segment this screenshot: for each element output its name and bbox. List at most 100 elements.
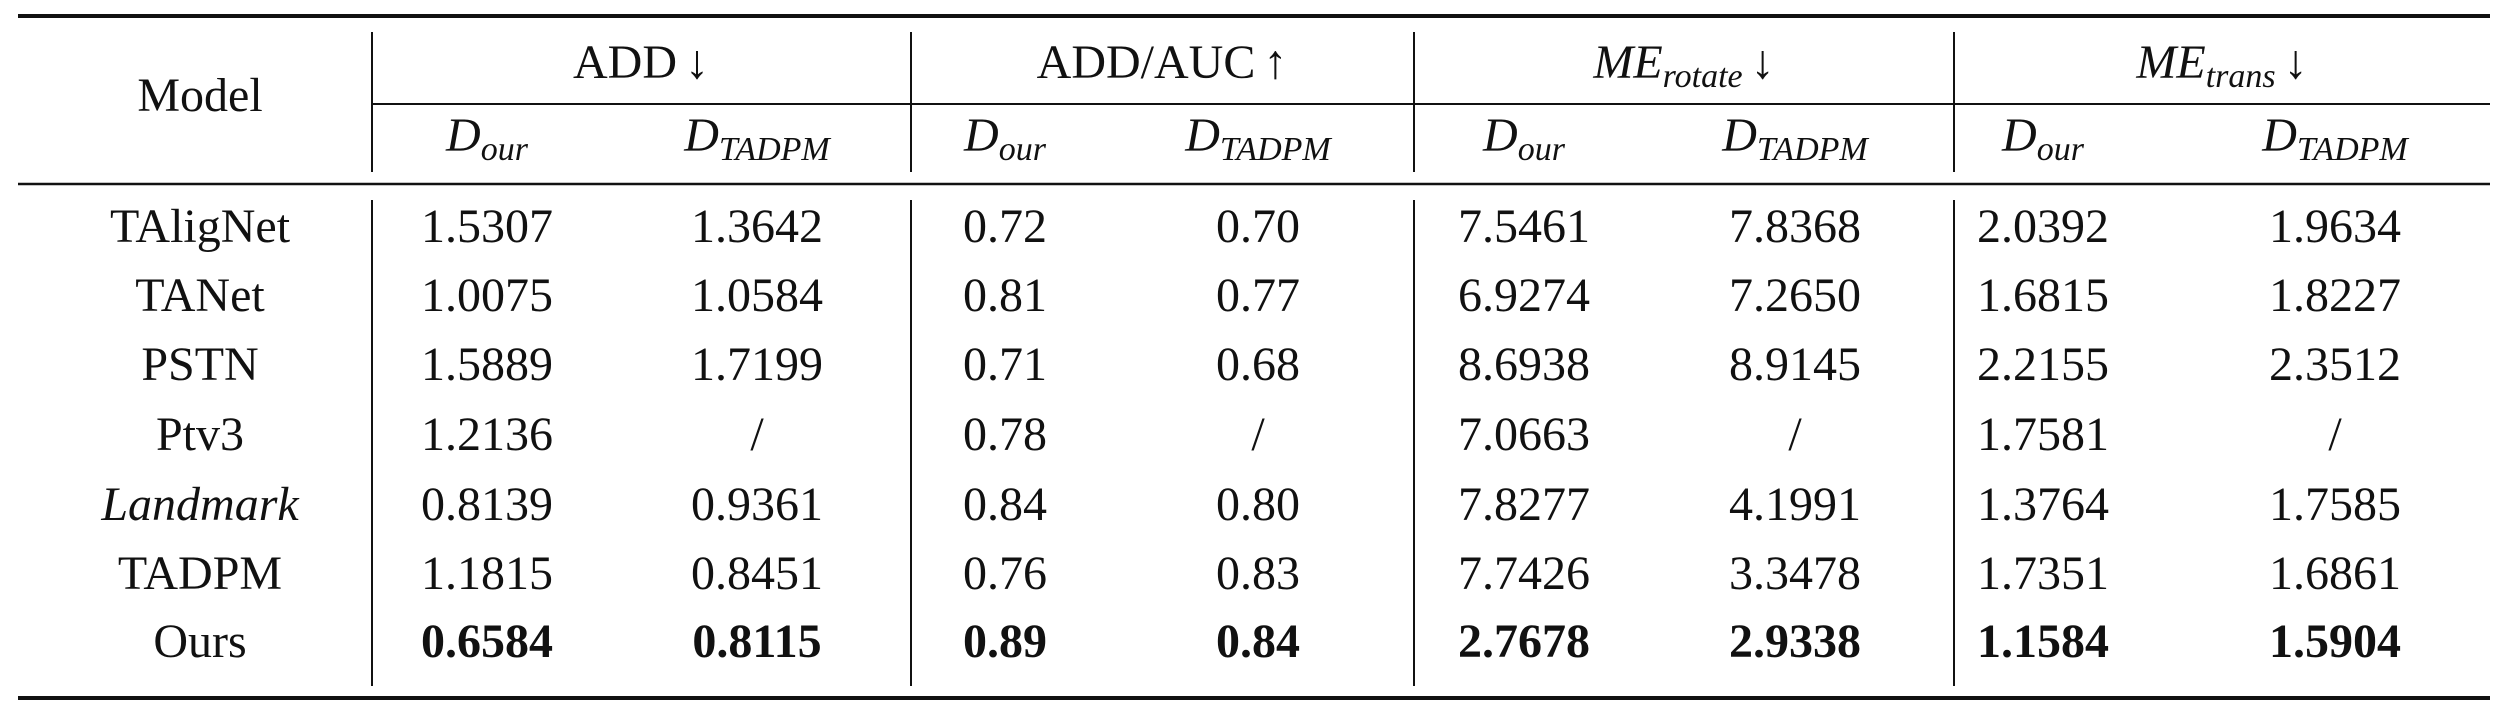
cell: 1.5307 <box>421 200 553 253</box>
row-model: Ours <box>153 615 246 668</box>
column-header-main: D <box>2001 109 2037 162</box>
column-header-main: D <box>2261 109 2297 162</box>
cell: 1.8227 <box>2269 269 2401 322</box>
row-model: Landmark <box>100 478 300 531</box>
cell: 1.7351 <box>1977 547 2109 600</box>
cell: 1.0584 <box>691 269 823 322</box>
group-header-main: ME <box>2135 36 2205 89</box>
cell: 0.77 <box>1216 269 1300 322</box>
cell: 0.84 <box>1216 615 1300 668</box>
column-header-main: D <box>1482 109 1518 162</box>
column-header-sub: TADPM <box>719 131 831 168</box>
cell: 1.9634 <box>2269 200 2401 253</box>
cell: / <box>750 408 764 461</box>
cell: 0.76 <box>963 547 1047 600</box>
cell: 0.68 <box>1216 338 1300 391</box>
cell: 0.70 <box>1216 200 1300 253</box>
column-header-main: D <box>683 109 719 162</box>
group-header-sub: trans <box>2206 58 2276 95</box>
cell: / <box>2328 408 2342 461</box>
group-header-sub: rotate <box>1663 58 1743 95</box>
cell: 2.0392 <box>1977 200 2109 253</box>
cell: 1.7585 <box>2269 478 2401 531</box>
cell: 7.8368 <box>1729 200 1861 253</box>
column-header-main: D <box>445 109 481 162</box>
group-header-arrow: ↓ <box>685 36 709 89</box>
row-model: TADPM <box>118 547 282 600</box>
cell: 8.6938 <box>1458 338 1590 391</box>
column-header: DTADPM <box>1721 109 1869 168</box>
cell: 0.72 <box>963 200 1047 253</box>
group-header: ADD/AUC ↑ <box>1037 36 1288 89</box>
cell: / <box>1251 408 1265 461</box>
column-header: Dour <box>2001 109 2085 168</box>
cell: 0.81 <box>963 269 1047 322</box>
column-header: DTADPM <box>2261 109 2409 168</box>
column-header-sub: our <box>481 131 529 168</box>
cell: 1.3642 <box>691 200 823 253</box>
group-header-arrow: ↓ <box>2284 36 2308 89</box>
column-header: Dour <box>1482 109 1566 168</box>
cell: 7.8277 <box>1458 478 1590 531</box>
cell: 0.80 <box>1216 478 1300 531</box>
cell: 0.71 <box>963 338 1047 391</box>
column-header-main: D <box>963 109 999 162</box>
column-header: DTADPM <box>683 109 831 168</box>
cell: 1.7199 <box>691 338 823 391</box>
group-header-main: ME <box>1592 36 1662 89</box>
group-header: MErotate ↓ <box>1592 36 1774 95</box>
cell: 1.5904 <box>2269 615 2401 668</box>
column-header: Dour <box>445 109 529 168</box>
group-header-arrow: ↑ <box>1263 36 1287 89</box>
cell: 1.2136 <box>421 408 553 461</box>
model-header: Model <box>137 69 262 122</box>
cell: 0.8451 <box>691 547 823 600</box>
row-model: TANet <box>135 269 265 322</box>
cell: 7.5461 <box>1458 200 1590 253</box>
cell: 0.89 <box>963 615 1047 668</box>
cell: 0.8139 <box>421 478 553 531</box>
cell: 2.7678 <box>1458 615 1590 668</box>
cell: 4.1991 <box>1729 478 1861 531</box>
cell: 2.3512 <box>2269 338 2401 391</box>
cell: 1.0075 <box>421 269 553 322</box>
group-header-arrow: ↓ <box>1751 36 1775 89</box>
column-header-sub: our <box>2037 131 2085 168</box>
cell: 7.7426 <box>1458 547 1590 600</box>
cell: 6.9274 <box>1458 269 1590 322</box>
row-model: Ptv3 <box>156 408 244 461</box>
cell: 3.3478 <box>1729 547 1861 600</box>
column-header-sub: our <box>1518 131 1566 168</box>
cell: 1.1815 <box>421 547 553 600</box>
cell: 8.9145 <box>1729 338 1861 391</box>
cell: 0.83 <box>1216 547 1300 600</box>
column-header-sub: TADPM <box>1220 131 1332 168</box>
cell: 7.0663 <box>1458 408 1590 461</box>
cell: 1.6861 <box>2269 547 2401 600</box>
cell: 1.7581 <box>1977 408 2109 461</box>
group-header-main: ADD <box>573 36 677 89</box>
cell: 1.5889 <box>421 338 553 391</box>
column-header-main: D <box>1721 109 1757 162</box>
cell: 1.1584 <box>1977 615 2109 668</box>
cell: 1.6815 <box>1977 269 2109 322</box>
column-header: Dour <box>963 109 1047 168</box>
row-model: PSTN <box>141 338 258 391</box>
column-header-main: D <box>1184 109 1220 162</box>
cell: 0.84 <box>963 478 1047 531</box>
cell: 7.2650 <box>1729 269 1861 322</box>
column-header-sub: TADPM <box>1757 131 1869 168</box>
cell: 0.6584 <box>421 615 553 668</box>
cell: / <box>1788 408 1802 461</box>
cell: 2.9338 <box>1729 615 1861 668</box>
cell: 0.78 <box>963 408 1047 461</box>
group-header: MEtrans ↓ <box>2135 36 2307 95</box>
group-header: ADD ↓ <box>573 36 709 89</box>
cell: 0.9361 <box>691 478 823 531</box>
column-header-sub: our <box>999 131 1047 168</box>
cell: 0.8115 <box>692 615 821 668</box>
column-header: DTADPM <box>1184 109 1332 168</box>
row-model: TAligNet <box>110 200 291 253</box>
group-header-main: ADD/AUC <box>1037 36 1256 89</box>
